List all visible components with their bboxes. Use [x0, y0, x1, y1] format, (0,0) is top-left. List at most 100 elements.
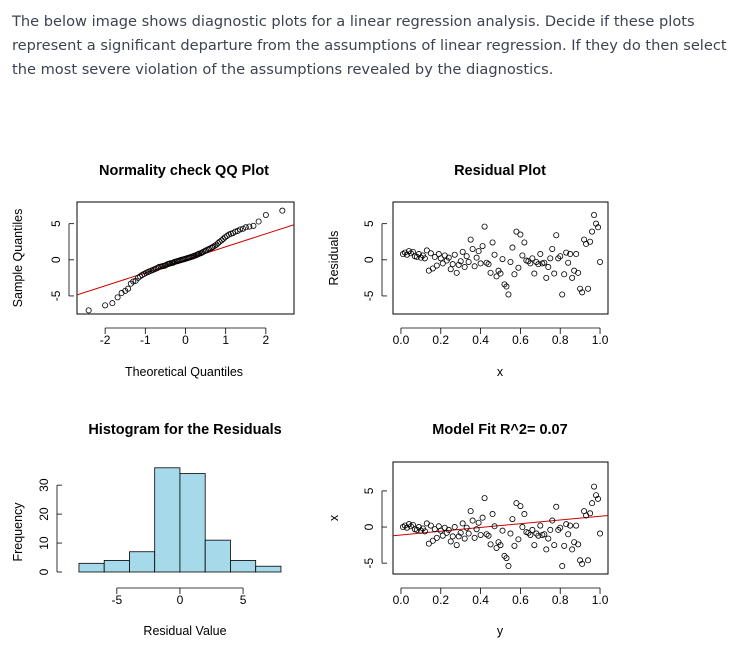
chart4-point — [585, 557, 592, 564]
chart2-title: Residual Plot — [454, 163, 546, 179]
chart4-point — [447, 538, 454, 545]
chart2-point — [557, 253, 564, 260]
chart3-bar — [255, 565, 282, 573]
chart4-point — [491, 523, 498, 530]
chart4-y-tick-label: 5 — [362, 487, 376, 494]
chart3-title: Histogram for the Residuals — [88, 422, 281, 438]
chart4-point — [421, 528, 428, 535]
chart4-fit-line — [393, 514, 608, 537]
chart2-y-tick-label: -5 — [362, 290, 376, 301]
chart4-point — [543, 546, 550, 553]
chart1-point — [232, 228, 239, 235]
chart4-x-tick-label: 1.0 — [592, 593, 609, 607]
chart2-point — [595, 224, 602, 231]
chart4-point — [489, 511, 496, 518]
chart3-bar — [204, 539, 231, 573]
chart2-point — [499, 256, 506, 263]
chart2-point — [511, 271, 518, 278]
chart4-x-tick-label: 0.0 — [393, 593, 410, 607]
chart4-point — [521, 511, 528, 518]
chart4-point — [541, 531, 548, 538]
chart4-x-tick-label: 0.2 — [432, 593, 449, 607]
chart4-point — [545, 535, 552, 542]
chart4-point — [463, 524, 470, 531]
chart4-point — [513, 500, 520, 507]
chart4-point — [571, 539, 578, 546]
chart2-point — [471, 263, 478, 270]
chart1-point — [220, 235, 227, 242]
chart1-point — [215, 240, 222, 247]
chart4-point — [453, 542, 460, 549]
chart1-x-tick-label: 2 — [263, 333, 270, 347]
chart4-x-tick-label: 0.8 — [552, 593, 569, 607]
chart1-y-tick-label: -5 — [49, 290, 63, 301]
chart4-point — [557, 524, 564, 531]
chart4-point — [469, 517, 476, 524]
chart4-point — [441, 524, 448, 531]
chart4-point — [459, 520, 466, 527]
chart2-point — [591, 212, 598, 219]
chart1-ylabel: Sample Quantiles — [11, 209, 25, 308]
chart4-y-tick-label: 0 — [362, 523, 376, 530]
chart4-point — [493, 544, 500, 551]
chart4-point — [477, 531, 484, 538]
chart4-point — [479, 514, 486, 521]
chart4-title: Model Fit R^2= 0.07 — [432, 422, 567, 438]
chart2-point — [551, 270, 558, 277]
chart2-point — [451, 251, 458, 258]
chart2-point — [479, 243, 486, 250]
chart4-x-tick-label: 0.6 — [512, 593, 529, 607]
chart4-point — [577, 557, 584, 564]
chart4-point — [551, 542, 558, 549]
chart3-bar — [230, 560, 257, 573]
chart4-point — [553, 503, 560, 510]
chart4-point — [569, 546, 576, 553]
chart2-point — [589, 228, 596, 235]
chart2-y-tick-label: 5 — [362, 220, 376, 227]
chart4-point — [503, 555, 510, 562]
chart3-x-tick-label: 0 — [177, 593, 184, 607]
chart2-point — [585, 285, 592, 292]
chart2-point — [575, 269, 582, 276]
chart4-point — [579, 560, 586, 567]
chart4-point — [549, 517, 556, 524]
chart2-point — [489, 239, 496, 246]
chart2-point — [455, 261, 462, 268]
chart4-point — [481, 495, 488, 502]
chart2-ylabel: Residuals — [327, 231, 341, 286]
chart3-bar — [78, 562, 105, 573]
chart4-point — [517, 503, 524, 510]
chart2-point — [503, 283, 510, 290]
chart2-xlabel: x — [497, 365, 504, 379]
chart2-point — [547, 255, 554, 262]
chart1-point — [255, 218, 262, 225]
chart2-point — [573, 251, 580, 258]
chart4-point — [561, 542, 568, 549]
chart4-point — [497, 542, 504, 549]
chart1-point — [250, 222, 257, 229]
chart2-point — [449, 261, 456, 268]
chart2-point — [467, 236, 474, 243]
chart4-point — [535, 532, 542, 539]
chart1-point — [189, 253, 196, 260]
chart2-y-tick-label: 0 — [362, 256, 376, 263]
chart4-point — [475, 519, 482, 526]
chart1-point — [279, 207, 286, 214]
chart3-bar — [129, 551, 156, 573]
chart4-point — [445, 526, 452, 533]
chart3-y-tick-label: 0 — [37, 568, 51, 575]
chart2-point — [487, 269, 494, 276]
chart3-bar — [154, 467, 181, 573]
chart4-point — [487, 541, 494, 548]
chart2-point — [553, 232, 560, 239]
chart4-point — [593, 492, 600, 499]
chart4-x-tick-label: 0.4 — [472, 593, 489, 607]
chart2-point — [515, 264, 522, 271]
chart2-point — [559, 291, 566, 298]
chart2-point — [597, 258, 604, 265]
chart4-point — [587, 510, 594, 517]
chart2-point — [429, 265, 436, 272]
chart4-point — [575, 541, 582, 548]
chart4-point — [515, 536, 522, 543]
